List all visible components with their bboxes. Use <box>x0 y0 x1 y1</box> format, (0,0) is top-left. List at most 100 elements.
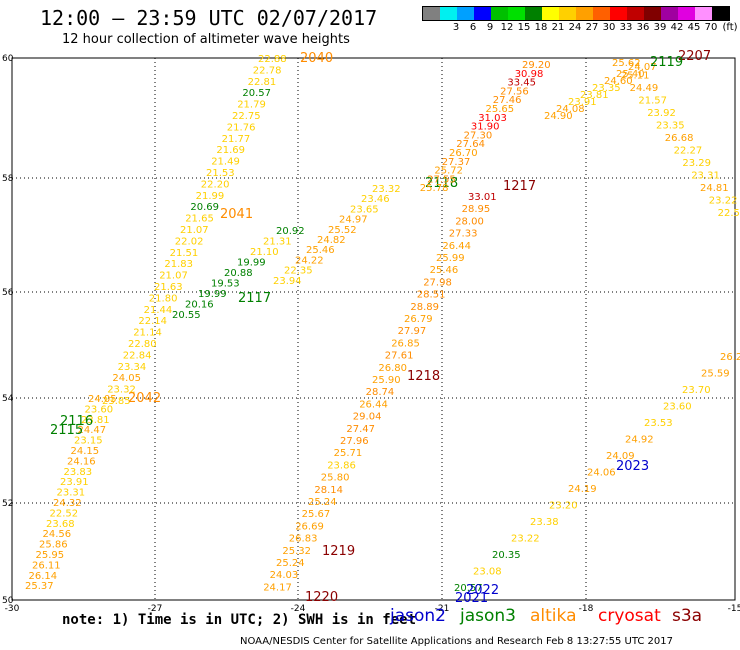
right-track-value: 21.57 <box>638 96 667 107</box>
track-2040-value: 21.69 <box>216 145 245 156</box>
track-1217-value: 24.17 <box>263 582 292 593</box>
track-2022-label: 2022 <box>466 583 499 598</box>
x-tick-label: -30 <box>5 604 20 614</box>
satellite-legend-cryosat: cryosat <box>598 606 661 626</box>
top-track-value: 23.35 <box>592 83 621 94</box>
track-2042-value: 24.56 <box>43 529 72 540</box>
track-2040-value: 21.44 <box>144 305 173 316</box>
track-2040-value: 21.63 <box>154 282 183 293</box>
track-2040-value: 22.75 <box>232 111 261 122</box>
jason2-track-value: 24.19 <box>568 484 597 495</box>
legend-label: 15 <box>517 22 531 33</box>
jason2-track-value: 20.35 <box>492 550 521 561</box>
track-2042-value: 23.15 <box>74 436 103 447</box>
right-track-value: 25.62 <box>612 58 641 69</box>
jason2-track-value: 23.60 <box>663 402 692 413</box>
track-1217-label: 1217 <box>503 179 536 194</box>
track-1217-value: 25.24 <box>308 497 337 508</box>
track-1217-value: 25.90 <box>372 375 401 386</box>
legend-unit: (ft) <box>722 22 738 33</box>
track-1217-value: 27.47 <box>346 424 375 435</box>
top-track-value: 24.90 <box>544 111 573 122</box>
track-1217-value: 26.69 <box>295 521 324 532</box>
legend-swatch <box>508 7 525 20</box>
track-1217-value: 25.32 <box>282 546 311 557</box>
track-2117-value: 19.53 <box>211 279 240 290</box>
legend-swatch <box>712 7 729 20</box>
track-2118-value: 23.32 <box>372 184 401 195</box>
right-track-value: 23.22 <box>709 196 738 207</box>
track-2042-value: 25.86 <box>39 540 68 551</box>
upper-track-value: 27.64 <box>456 139 485 150</box>
track-1217-value: 25.80 <box>321 473 350 484</box>
track-2117-value: 19.99 <box>198 289 227 300</box>
jason2-track-value: 23.38 <box>530 517 559 528</box>
legend-label: 27 <box>585 22 599 33</box>
track-1217-value: 26.79 <box>404 314 433 325</box>
track-1217-value: 28.95 <box>462 204 491 215</box>
track-1218-label: 1218 <box>407 369 440 384</box>
upper-track-value: 33.45 <box>507 78 536 89</box>
legend-label: 3 <box>452 22 460 33</box>
jason2-track-value: 23.70 <box>682 385 711 396</box>
upper-track-value: 27.30 <box>464 130 493 141</box>
track-1217-value: 26.85 <box>391 338 420 349</box>
track-2118-value: 24.22 <box>295 255 324 266</box>
right-track-value: 24.49 <box>630 83 659 94</box>
track-2118-value: 25.52 <box>328 225 357 236</box>
y-tick-label: 60 <box>2 54 14 64</box>
track-1217-value: 25.67 <box>302 509 331 520</box>
track-2042-value: 24.05 <box>88 394 117 405</box>
legend-label: 33 <box>619 22 633 33</box>
track-2115-label: 2115 <box>50 423 83 438</box>
track-2040-value: 22.81 <box>248 77 277 88</box>
track-2116-label: 2116 <box>60 414 93 429</box>
upper-track-value: 31.03 <box>478 113 507 124</box>
track-2117-value: 20.92 <box>276 226 305 237</box>
upper-track-value: 27.46 <box>493 95 522 106</box>
track-2042-label: 2042 <box>128 391 161 406</box>
track-2040-value: 21.49 <box>211 157 240 168</box>
track-2118-value: 25.46 <box>306 245 335 256</box>
x-tick-label: -15 <box>728 604 740 614</box>
track-1219-label: 1219 <box>322 544 355 559</box>
right-track-value: 26.68 <box>665 133 694 144</box>
legend-swatch <box>440 7 457 20</box>
legend-swatch <box>593 7 610 20</box>
legend-swatch <box>678 7 695 20</box>
upper-track-value: 25.65 <box>486 104 515 115</box>
track-1217-value: 28.00 <box>455 216 484 227</box>
x-tick-label: -18 <box>579 604 594 614</box>
satellite-legend-s3a: s3a <box>672 606 703 626</box>
top-track-value: 23.81 <box>580 90 609 101</box>
legend-label: 45 <box>687 22 701 33</box>
track-2117-value: 20.88 <box>224 268 253 279</box>
track-1217-value: 26.44 <box>359 399 388 410</box>
top-track-value: 23.91 <box>568 97 597 108</box>
jason2-track-value: 23.22 <box>511 534 540 545</box>
track-2040-value: 22.14 <box>138 316 167 327</box>
track-1217-value: 33.01 <box>468 192 497 203</box>
track-1217-value: 28.89 <box>410 302 439 313</box>
track-2040-value: 21.77 <box>222 134 251 145</box>
track-2042-value: 24.47 <box>78 425 107 436</box>
track-2118-value: 24.97 <box>339 215 368 226</box>
right-track-value: 22.27 <box>674 146 703 157</box>
right-track-value: 25.11 <box>621 71 650 82</box>
satellite-legend-jason2: jason2 <box>390 606 446 626</box>
track-1217-value: 27.97 <box>398 326 427 337</box>
track-2117-value: 20.55 <box>172 310 201 321</box>
track-1217-value: 29.04 <box>353 412 382 423</box>
track-2040-value: 22.80 <box>128 339 157 350</box>
footer-credit: NOAA/NESDIS Center for Satellite Applica… <box>240 636 673 647</box>
track-2023-label: 2023 <box>616 459 649 474</box>
legend-swatch <box>610 7 627 20</box>
upper-track-value: 29.20 <box>522 60 551 71</box>
track-2042-value: 23.81 <box>81 415 110 426</box>
legend-label: 36 <box>636 22 650 33</box>
track-2042-value: 24.16 <box>67 456 96 467</box>
legend-swatch <box>491 7 508 20</box>
track-1217-value: 28.14 <box>314 485 343 496</box>
track-2042-value: 25.37 <box>25 581 54 592</box>
legend-label: 21 <box>551 22 565 33</box>
